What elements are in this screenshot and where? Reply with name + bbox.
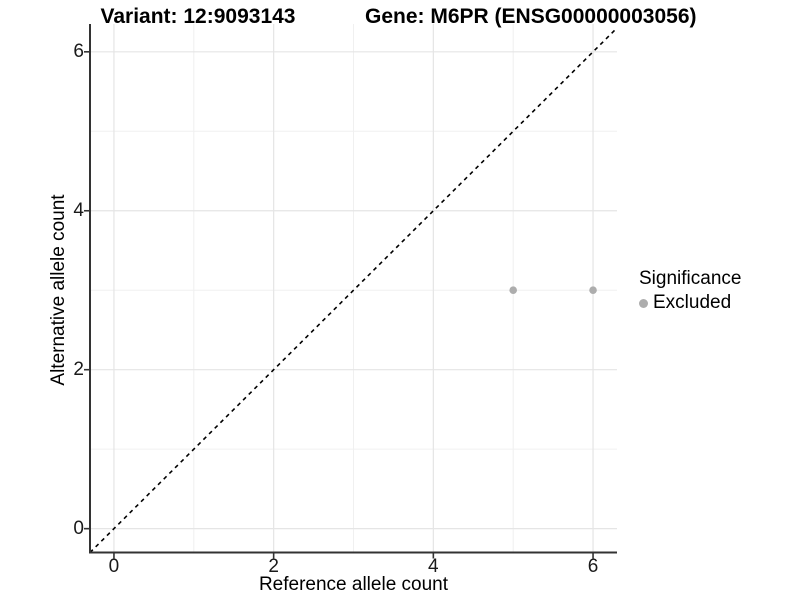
x-tick-label: 2 <box>268 556 279 577</box>
y-tick-label: 6 <box>73 40 84 62</box>
data-point <box>589 286 597 295</box>
x-tick-label: 6 <box>587 556 599 577</box>
excluded-point-icon <box>639 298 648 308</box>
variant-title: Variant: 12:9093143 <box>100 5 296 28</box>
legend-title: Significance <box>639 268 742 289</box>
legend: Significance Excluded <box>639 268 741 314</box>
x-axis-title: Reference allele count <box>258 574 449 595</box>
identity-line <box>89 27 618 554</box>
y-tick-label: 2 <box>73 358 84 380</box>
legend-item-label: Excluded <box>653 292 732 313</box>
legend-item-excluded: Excluded <box>639 292 741 314</box>
y-axis-title: Alternative allele count <box>48 194 69 386</box>
data-point <box>509 286 517 295</box>
gene-title: Gene: M6PR (ENSG00000003056) <box>365 5 697 28</box>
x-tick-label: 4 <box>428 556 439 577</box>
y-tick-label: 4 <box>73 199 84 221</box>
x-tick-label: 0 <box>108 556 120 577</box>
y-tick-label: 0 <box>73 517 84 539</box>
